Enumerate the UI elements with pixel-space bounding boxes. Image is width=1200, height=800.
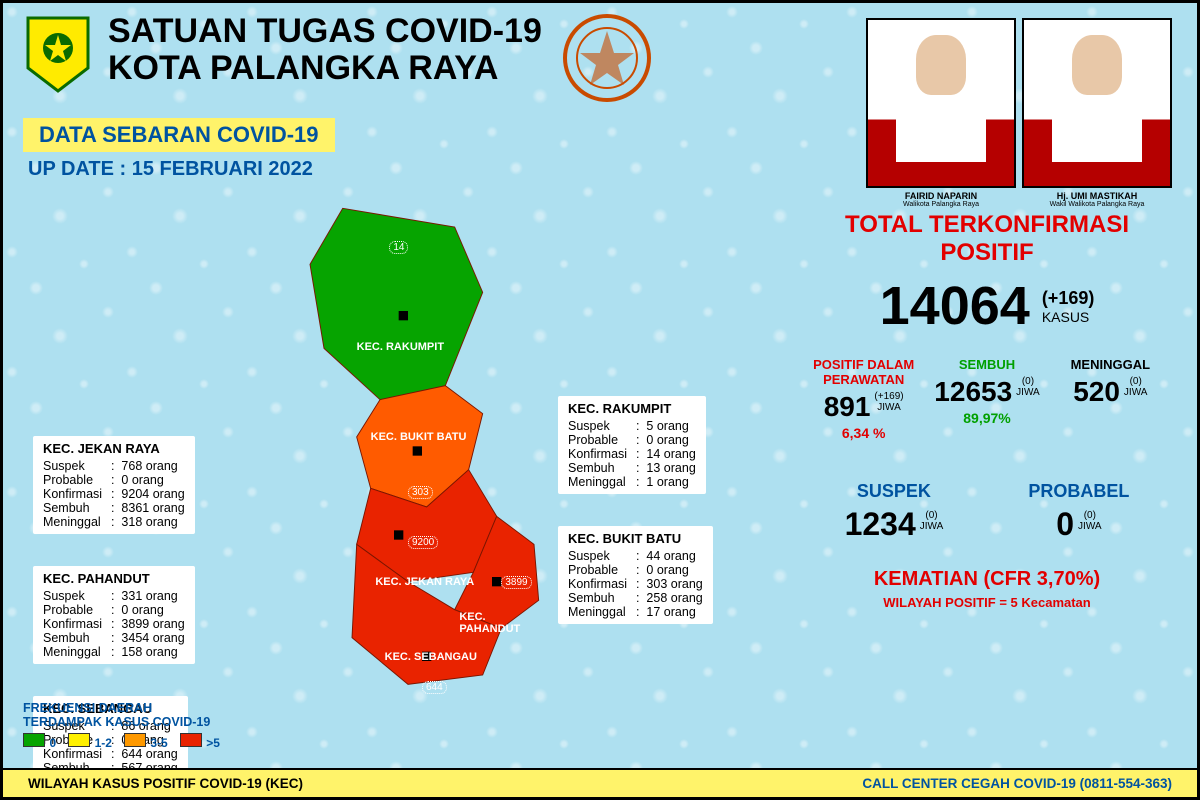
total-label-l1: TOTAL TERKONFIRMASI: [802, 211, 1172, 239]
stat-block: SUSPEK 1234(0)JIWA: [845, 481, 944, 543]
stat-block: SEMBUH 12653(0)JIWA 89,97%: [925, 357, 1048, 441]
legend-label: 3-5: [150, 736, 167, 750]
legend: FREKUENSI DAERAH TERDAMPAK KASUS COVID-1…: [23, 701, 220, 752]
stat-block: PROBABEL 0(0)JIWA: [1028, 481, 1129, 543]
district-box-rakumpit: KEC. RAKUMPIT Suspek: 5 orang Probable: …: [558, 396, 706, 494]
legend-label: 1-2: [95, 736, 112, 750]
legend-title-l1: FREKUENSI DAERAH: [23, 701, 220, 715]
district-box-bukit_batu: KEC. BUKIT BATU Suspek: 44 orang Probabl…: [558, 526, 713, 624]
district-box-jekan_raya: KEC. JEKAN RAYA Suspek: 768 orang Probab…: [33, 436, 195, 534]
footer-left: WILAYAH KASUS POSITIF COVID-19 (KEC): [28, 776, 303, 791]
wilayah-line: WILAYAH POSITIF = 5 Kecamatan: [802, 595, 1172, 610]
total-confirmed-number: 14064: [880, 275, 1030, 337]
legend-title-l2: TERDAMPAK KASUS COVID-19: [23, 715, 220, 729]
cfr-line: KEMATIAN (CFR 3,70%): [802, 568, 1172, 591]
main-title-l2: KOTA PALANGKA RAYA: [108, 50, 542, 87]
official-card-2: Hj. UMI MASTIKAH Wakil Walikota Palangka…: [1022, 18, 1172, 208]
officials-panel: FAIRID NAPARIN Walikota Palangka Raya Hj…: [866, 18, 1172, 208]
stats-second-row: SUSPEK 1234(0)JIWA PROBABEL 0(0)JIWA: [802, 481, 1172, 543]
legend-label: 0: [49, 736, 56, 750]
title-block: SATUAN TUGAS COVID-19 KOTA PALANGKA RAYA: [108, 13, 542, 88]
total-delta: (+169) KASUS: [1042, 288, 1095, 325]
city-emblem-icon: [23, 13, 93, 93]
district-name: KEC. JEKAN RAYA: [43, 441, 185, 456]
legend-swatch: [23, 733, 45, 747]
district-name: KEC. PAHANDUT: [43, 571, 185, 586]
legend-swatch: [68, 733, 90, 747]
stat-block: MENINGGAL 520(0)JIWA: [1049, 357, 1172, 441]
legend-swatch: [124, 733, 146, 747]
district-box-pahandut: KEC. PAHANDUT Suspek: 331 orang Probable…: [33, 566, 195, 664]
district-name: KEC. BUKIT BATU: [568, 531, 703, 546]
content-area: KEC. RAKUMPIT14KEC. BUKIT BATU303KEC. JE…: [3, 181, 1197, 741]
total-row: 14064 (+169) KASUS: [802, 275, 1172, 337]
main-title-l1: SATUAN TUGAS COVID-19: [108, 13, 542, 50]
district-map: KEC. RAKUMPIT14KEC. BUKIT BATU303KEC. JE…: [268, 181, 548, 721]
legend-swatch: [180, 733, 202, 747]
stat-block: POSITIF DALAM PERAWATAN 891(+169)JIWA 6,…: [802, 357, 925, 441]
official-portrait-icon: [866, 18, 1016, 188]
official-card-1: FAIRID NAPARIN Walikota Palangka Raya: [866, 18, 1016, 208]
subtitle: DATA SEBARAN COVID-19: [23, 118, 335, 152]
footer-right: CALL CENTER CEGAH COVID-19 (0811-554-363…: [862, 776, 1172, 791]
stats-panel: TOTAL TERKONFIRMASI POSITIF 14064 (+169)…: [802, 211, 1172, 610]
stats-triple: POSITIF DALAM PERAWATAN 891(+169)JIWA 6,…: [802, 357, 1172, 441]
total-label-l2: POSITIF: [802, 239, 1172, 267]
district-name: KEC. RAKUMPIT: [568, 401, 696, 416]
taskforce-seal-icon: [562, 13, 652, 103]
map-region-rakumpit: [310, 208, 483, 399]
footer: WILAYAH KASUS POSITIF COVID-19 (KEC) CAL…: [3, 768, 1197, 797]
legend-label: >5: [206, 736, 220, 750]
official-portrait-icon: [1022, 18, 1172, 188]
